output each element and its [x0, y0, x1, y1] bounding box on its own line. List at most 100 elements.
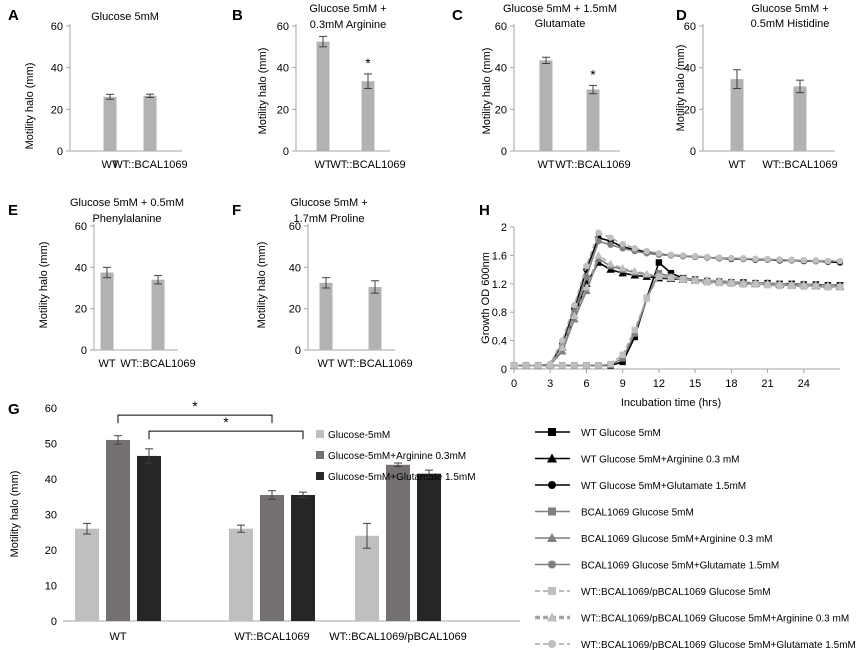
bar [368, 286, 382, 350]
data-point [619, 240, 626, 248]
legend-label: BCAL1069 Glucose 5mM [581, 508, 694, 519]
data-point [534, 362, 542, 369]
x-tick-label: 18 [725, 378, 737, 390]
x-axis-label: Incubation time (hrs) [621, 397, 721, 409]
significance-mark: * [590, 66, 596, 82]
data-point [667, 269, 675, 277]
data-point [559, 362, 566, 369]
legend-label: BCAL1069 Glucose 5mM+Glutamate 1.5mM [581, 561, 779, 572]
panel-letter: B [232, 7, 243, 24]
data-point [800, 257, 807, 264]
error-bar [589, 84, 597, 95]
y-tick-label: 40 [495, 63, 507, 75]
panel-b: B Glucose 5mM + 0.3mM Arginine Motility hal… [232, 3, 406, 171]
legend-label: Glucose-5mM+Arginine 0.3mM [328, 451, 466, 462]
bar [386, 464, 410, 621]
data-point [703, 253, 711, 261]
data-point [595, 238, 602, 245]
y-tick-label: 0 [283, 146, 289, 158]
legend-item: WT::BCAL1069/pBCAL1069 Glucose 5mM [535, 587, 771, 598]
legend-label: WT::BCAL1069/pBCAL1069 Glucose 5mM [581, 587, 771, 598]
x-tick-label: WT::BCAL1069 [120, 358, 195, 370]
data-point [799, 281, 808, 289]
error-bar [114, 435, 122, 445]
data-point [631, 330, 638, 337]
data-point [764, 255, 771, 263]
data-point [619, 358, 626, 366]
y-tick-label: 40 [75, 262, 87, 274]
chart-title: Glucose 5mM + [751, 3, 828, 15]
x-tick-label: WT [728, 159, 745, 171]
x-tick-label: 3 [547, 378, 553, 390]
data-point [836, 257, 844, 265]
data-point [548, 481, 556, 489]
data-point [763, 279, 772, 287]
error-bar [106, 93, 114, 100]
y-axis-label: Motility halo (mm) [9, 471, 21, 558]
chart-title: 1.7mM Proline [294, 213, 365, 225]
significance-bracket [148, 430, 304, 440]
bar [151, 279, 165, 350]
bar [103, 96, 117, 151]
bar [106, 439, 130, 621]
panel-d: D Glucose 5mM + 0.5mM Histidine Motility ha… [675, 3, 838, 171]
bar [361, 81, 375, 151]
data-point [631, 333, 638, 341]
y-tick-label: 20 [289, 304, 301, 316]
error-bar [542, 56, 550, 64]
y-tick-label: 0 [501, 146, 507, 158]
y-tick-label: 20 [45, 545, 57, 557]
legend-label: WT Glucose 5mM [581, 428, 661, 439]
y-tick-label: 20 [51, 104, 63, 116]
error-bar [394, 462, 402, 468]
data-point [654, 271, 664, 280]
y-axis-label: Motility halo (mm) [481, 48, 493, 135]
bracket-line [148, 430, 304, 440]
data-point [619, 351, 626, 358]
x-tick-label: 9 [620, 378, 626, 390]
x-tick-label: 6 [583, 378, 589, 390]
y-tick-label: 20 [495, 104, 507, 116]
y-tick-label: 0 [57, 146, 63, 158]
data-point [752, 255, 759, 263]
error-bar [796, 79, 804, 94]
data-point [631, 245, 638, 252]
data-point [716, 254, 723, 261]
data-point [835, 281, 845, 290]
y-tick-label: 40 [289, 262, 301, 274]
data-point [751, 278, 760, 287]
y-tick-label: 1.2 [492, 279, 507, 291]
data-point [595, 362, 602, 369]
y-tick-label: 40 [277, 63, 289, 75]
y-tick-label: 40 [684, 63, 696, 75]
x-tick-label: WT::BCAL1069 [337, 358, 412, 370]
y-axis-label: Motility halo (mm) [24, 63, 36, 150]
panel-letter: C [452, 7, 463, 24]
data-point [548, 587, 556, 595]
y-tick-label: 0 [295, 345, 301, 357]
legend-item: WT::BCAL1069/pBCAL1069 Glucose 5mM+Argin… [535, 612, 849, 625]
data-point [547, 360, 554, 368]
data-point [702, 276, 712, 284]
data-point [583, 362, 590, 369]
data-point [643, 247, 651, 255]
x-tick-label: WT::BCAL1069 [330, 159, 405, 171]
data-point [824, 257, 832, 265]
y-tick-label: 1.6 [492, 250, 507, 262]
data-point [618, 263, 627, 272]
error-bar [145, 448, 153, 464]
data-point [630, 266, 639, 275]
data-point [607, 241, 614, 248]
chart-title: Phenylalanine [92, 213, 161, 225]
series-path [514, 275, 840, 367]
legend-label: Glucose-5mM [328, 430, 390, 441]
error-bar [322, 277, 330, 289]
legend-item: WT Glucose 5mM [535, 428, 661, 439]
data-point [547, 453, 557, 463]
data-point [570, 311, 579, 319]
data-point [739, 278, 748, 286]
x-tick-label: 24 [798, 378, 810, 390]
panel-letter: F [232, 202, 241, 219]
bar [260, 494, 284, 621]
